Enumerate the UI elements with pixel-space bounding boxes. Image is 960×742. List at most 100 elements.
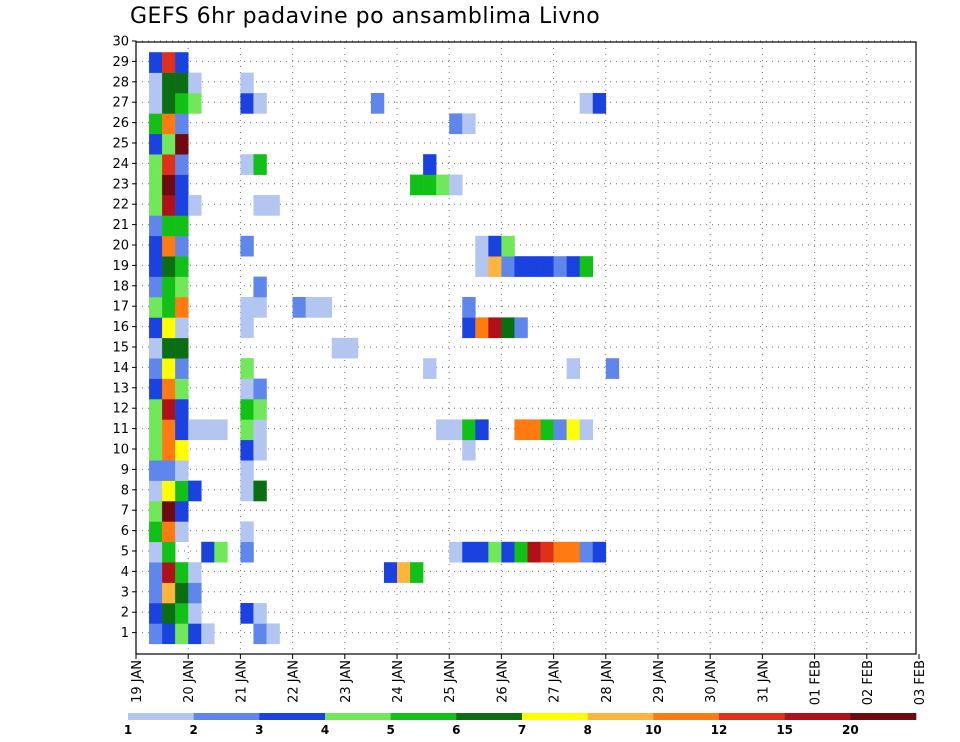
y-tick-label: 27 xyxy=(112,96,129,111)
y-tick-label: 20 xyxy=(112,239,129,254)
colorbar-swatch xyxy=(259,713,326,720)
colorbar-label: 4 xyxy=(321,723,329,737)
precip-cell xyxy=(162,480,176,502)
precip-cell xyxy=(175,501,189,522)
precip-cell xyxy=(175,521,189,543)
precip-cell xyxy=(253,419,267,441)
precip-cell xyxy=(253,378,267,400)
precip-cell xyxy=(579,256,594,277)
colorbar-label: 2 xyxy=(189,723,197,737)
x-tick-label: 21 JAN xyxy=(234,660,249,703)
precip-cell xyxy=(240,541,254,563)
precip-cell xyxy=(579,419,594,441)
precip-cell xyxy=(149,603,163,624)
y-tick-label: 9 xyxy=(121,463,129,478)
precip-cell xyxy=(488,541,502,563)
precip-cell xyxy=(240,480,254,502)
precip-cell xyxy=(175,337,189,359)
precip-cell xyxy=(149,215,163,237)
y-tick-label: 11 xyxy=(112,422,129,437)
precip-cell xyxy=(514,317,528,339)
precip-cell xyxy=(188,72,202,94)
precip-cell xyxy=(410,562,424,583)
precip-cell xyxy=(162,297,176,318)
precip-cell xyxy=(149,72,163,94)
precip-cells xyxy=(149,52,620,645)
x-tick-label: 24 JAN xyxy=(391,660,406,703)
precip-cell xyxy=(214,541,228,563)
precip-cell xyxy=(149,133,163,155)
precip-cell xyxy=(436,174,450,196)
plot-frame xyxy=(135,41,917,655)
precip-cell xyxy=(149,419,163,441)
colorbar-label: 10 xyxy=(645,723,662,737)
precip-cell xyxy=(449,113,463,135)
precip-cell xyxy=(331,337,346,359)
precip-cell xyxy=(162,93,176,114)
x-tick-label: 28 JAN xyxy=(600,660,615,703)
precip-cell xyxy=(240,154,254,175)
precip-cell xyxy=(462,439,476,461)
precip-cell xyxy=(162,113,176,135)
precip-cell xyxy=(501,317,515,339)
precip-cell xyxy=(253,276,267,298)
y-tick-label: 24 xyxy=(112,157,129,172)
colorbar-label: 12 xyxy=(711,723,728,737)
precip-cell xyxy=(175,582,189,604)
precip-cell xyxy=(175,378,189,400)
precip-cell xyxy=(527,419,541,441)
precip-cell xyxy=(175,562,189,583)
precip-cell xyxy=(175,399,189,420)
precip-cell xyxy=(462,113,476,135)
precip-cell xyxy=(527,541,541,563)
precip-cell xyxy=(175,419,189,441)
precip-cell xyxy=(423,358,437,379)
y-tick-label: 26 xyxy=(112,116,129,131)
colorbar-label: 1 xyxy=(124,723,132,737)
precip-cell xyxy=(149,113,163,135)
x-tick-label: 20 JAN xyxy=(182,660,197,703)
y-tick-label: 23 xyxy=(112,177,129,192)
precip-cell xyxy=(149,582,163,604)
y-tick-label: 5 xyxy=(121,545,129,560)
precip-cell xyxy=(149,154,163,175)
precip-cell xyxy=(162,501,176,522)
colorbar-swatch xyxy=(850,713,917,720)
precip-cell xyxy=(240,297,254,318)
precip-cell xyxy=(149,480,163,502)
colorbar-swatch xyxy=(522,713,588,720)
precip-cell xyxy=(240,439,254,461)
precip-cell xyxy=(188,93,202,114)
precip-cell xyxy=(175,297,189,318)
precip-cell xyxy=(449,174,463,196)
colorbar-label: 7 xyxy=(518,723,526,737)
y-tick-label: 17 xyxy=(112,300,129,315)
precip-cell xyxy=(240,419,254,441)
y-tick-label: 15 xyxy=(112,341,129,356)
precip-cell xyxy=(253,93,267,114)
precip-cell xyxy=(175,603,189,624)
y-axis: 1234567891011121314151617181920212223242… xyxy=(112,35,136,641)
precip-cell xyxy=(240,72,254,94)
precip-cell xyxy=(149,358,163,379)
precip-cell xyxy=(488,235,502,257)
precip-cell xyxy=(475,256,489,277)
precip-cell xyxy=(462,297,476,318)
precip-cell xyxy=(344,337,359,359)
precip-cell xyxy=(149,521,163,543)
precip-cell xyxy=(175,623,189,645)
precip-cell xyxy=(175,133,189,155)
y-tick-label: 19 xyxy=(112,259,129,274)
precip-cell xyxy=(488,256,502,277)
colorbar-swatch xyxy=(456,713,523,720)
x-tick-label: 26 JAN xyxy=(495,660,510,703)
precip-cell xyxy=(149,501,163,522)
precip-cell xyxy=(162,72,176,94)
precip-cell xyxy=(501,235,515,257)
precip-cell xyxy=(188,603,202,624)
precip-cell xyxy=(605,358,620,379)
x-tick-label: 19 JAN xyxy=(130,660,145,703)
precip-cell xyxy=(162,358,176,379)
y-tick-label: 18 xyxy=(112,279,129,294)
y-tick-label: 8 xyxy=(121,483,129,498)
